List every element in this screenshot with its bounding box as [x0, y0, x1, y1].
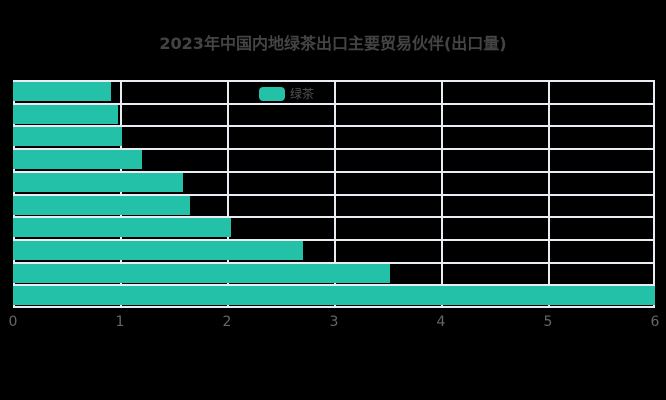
x-axis-line — [13, 306, 655, 308]
grid-line — [13, 261, 655, 264]
bar-row — [13, 125, 655, 148]
x-tick-label: 1 — [115, 314, 125, 330]
bar-row — [13, 193, 655, 217]
bar[interactable] — [13, 127, 123, 147]
bar-row — [13, 80, 655, 103]
x-tick-label: 0 — [8, 314, 18, 330]
bar-row — [13, 216, 655, 239]
grid-line — [13, 193, 655, 196]
x-tick-label: 2 — [222, 314, 232, 330]
x-tick-label: 6 — [650, 314, 660, 330]
bar-row — [13, 238, 655, 262]
bar[interactable] — [13, 195, 190, 215]
bar[interactable] — [13, 82, 112, 101]
chart-title: 2023年中国内地绿茶出口主要贸易伙伴(出口量) — [159, 34, 507, 53]
plot-area — [13, 80, 655, 307]
bar[interactable] — [13, 218, 232, 238]
bar[interactable] — [13, 172, 184, 192]
legend[interactable]: 绿茶 — [259, 85, 314, 102]
bar[interactable] — [13, 263, 390, 283]
grid-line — [13, 102, 655, 105]
bar-row — [13, 284, 655, 307]
legend-label: 绿茶 — [290, 87, 315, 101]
grid-line — [13, 284, 655, 287]
bar[interactable] — [13, 240, 303, 260]
grid-line — [13, 80, 655, 82]
grid-line — [13, 125, 655, 128]
grid-line — [13, 148, 655, 151]
grid-line — [13, 170, 655, 173]
bar[interactable] — [13, 150, 143, 170]
x-tick-label: 5 — [543, 314, 553, 330]
bar[interactable] — [13, 286, 655, 306]
bar-row — [13, 170, 655, 194]
bar-row — [13, 261, 655, 285]
grid-line — [13, 216, 655, 219]
x-tick-label: 3 — [329, 314, 339, 330]
bar-row — [13, 148, 655, 171]
bar[interactable] — [13, 104, 118, 124]
grid-line — [13, 238, 655, 241]
legend-swatch — [259, 86, 285, 101]
bar-row — [13, 102, 655, 126]
x-tick-label: 4 — [436, 314, 446, 330]
